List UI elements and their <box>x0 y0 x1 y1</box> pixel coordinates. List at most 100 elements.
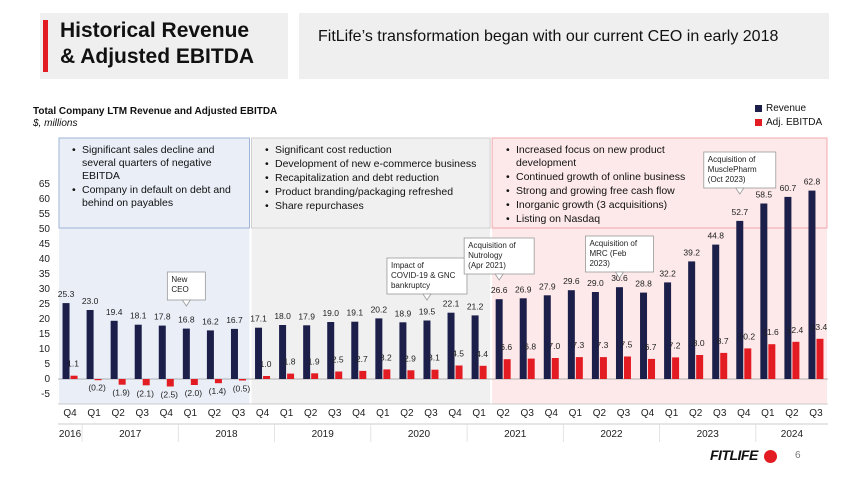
annotation-callout <box>585 235 654 273</box>
revenue-value-label: 20.2 <box>371 304 388 314</box>
ebitda-value-label: 7.3 <box>572 340 584 350</box>
annotation-text: Impact of <box>391 261 425 270</box>
ebitda-value-label: 4.5 <box>452 349 464 359</box>
page-number: 6 <box>795 450 801 461</box>
ebitda-bar <box>263 376 271 379</box>
quarter-tick-label: Q1 <box>472 408 486 419</box>
revenue-value-label: 44.8 <box>707 231 724 241</box>
quarter-tick-label: Q3 <box>809 408 823 419</box>
quarter-tick-label: Q2 <box>689 408 703 419</box>
ebitda-bar <box>623 356 631 379</box>
y-tick-label: 60 <box>39 194 51 205</box>
page-title: Historical Revenue & Adjusted EBITDA <box>60 18 254 70</box>
annotation-text: CEO <box>171 285 188 294</box>
annotation-text: Acquisition of <box>468 241 516 250</box>
quarter-tick-label: Q2 <box>111 408 125 419</box>
revenue-bar <box>206 330 214 379</box>
ebitda-bar <box>455 365 463 379</box>
year-label: 2021 <box>504 429 527 440</box>
annotation-text: (Oct 2023) <box>708 175 746 184</box>
y-tick-label: 20 <box>39 314 51 325</box>
ebitda-bar <box>118 379 126 385</box>
phase1-bullet: Company in default on debt and behind on… <box>72 184 250 210</box>
fitlife-logo: FITLIFE <box>710 447 758 463</box>
phase2-bullet: Recapitalization and debt reduction <box>265 172 493 185</box>
annotation-text: Acquisition of <box>708 155 756 164</box>
quarter-tick-label: Q4 <box>641 408 655 419</box>
revenue-value-label: 17.8 <box>154 312 171 322</box>
phase2-bullets: Significant cost reduction Development o… <box>265 144 493 214</box>
revenue-value-label: 29.0 <box>587 278 604 288</box>
revenue-value-label: 16.8 <box>178 315 195 325</box>
callout-pointer <box>614 271 625 279</box>
revenue-bar <box>640 292 648 379</box>
revenue-bar <box>134 324 142 379</box>
y-tick-label: 30 <box>39 284 51 295</box>
ebitda-bar <box>648 358 656 379</box>
revenue-bar <box>158 325 166 379</box>
revenue-bar <box>519 298 527 379</box>
revenue-value-label: 21.2 <box>467 301 484 311</box>
revenue-value-label: 26.9 <box>515 284 532 294</box>
quarter-tick-label: Q1 <box>184 408 198 419</box>
ebitda-value-label: (0.2) <box>88 383 106 393</box>
revenue-bar <box>327 322 335 379</box>
quarter-tick-label: Q1 <box>87 408 101 419</box>
ebitda-value-label: (2.0) <box>185 388 203 398</box>
year-label: 2019 <box>312 429 335 440</box>
phase2-bullet: Development of new e-commerce business <box>265 158 493 171</box>
ebitda-value-label: 1.1 <box>67 359 79 369</box>
y-tick-label: 0 <box>44 374 50 385</box>
revenue-bar <box>495 299 503 379</box>
quarter-tick-label: Q3 <box>713 408 727 419</box>
ebitda-bar <box>359 370 367 379</box>
chart-legend: Revenue Adj. EBITDA <box>755 102 822 130</box>
ebitda-value-label: 4.4 <box>476 349 488 359</box>
quarter-tick-label: Q4 <box>63 408 77 419</box>
quarter-tick-label: Q4 <box>448 408 462 419</box>
ebitda-bar <box>166 379 174 387</box>
ebitda-bar <box>311 373 319 379</box>
quarter-tick-label: Q4 <box>160 408 174 419</box>
phase2-bullet: Product branding/packaging refreshed <box>265 186 493 199</box>
year-label: 2024 <box>781 429 804 440</box>
revenue-value-label: 27.9 <box>539 281 556 291</box>
quarter-tick-label: Q3 <box>521 408 535 419</box>
revenue-bar <box>688 261 696 379</box>
revenue-value-label: 19.5 <box>419 307 436 317</box>
annotation-text: 2023) <box>589 259 610 268</box>
callout-pointer <box>181 299 192 307</box>
ebitda-bar <box>383 369 391 379</box>
ebitda-bar <box>599 357 607 379</box>
y-tick-label: 65 <box>39 179 51 190</box>
phase2-bullet: Share repurchases <box>265 200 493 213</box>
chart-title: Total Company LTM Revenue and Adjusted E… <box>33 106 278 117</box>
revenue-value-label: 18.0 <box>274 311 291 321</box>
callout-pointer <box>494 273 504 281</box>
logo-badge-icon <box>764 450 777 463</box>
annotation-text: COVID-19 & GNC <box>391 271 456 280</box>
annotation-callout <box>463 237 535 275</box>
revenue-bar <box>375 318 383 379</box>
year-label: 2016 <box>59 429 82 440</box>
quarter-tick-label: Q2 <box>400 408 414 419</box>
revenue-bar <box>712 244 720 379</box>
revenue-bar <box>664 282 672 379</box>
revenue-value-label: 58.5 <box>756 190 773 200</box>
y-tick-label: 40 <box>39 254 51 265</box>
quarter-tick-label: Q2 <box>304 408 318 419</box>
revenue-bar <box>736 220 744 379</box>
ebitda-value-label: (2.5) <box>161 390 179 400</box>
ebitda-value-label: 1.0 <box>260 359 272 369</box>
revenue-value-label: 32.2 <box>659 268 676 278</box>
revenue-value-label: 18.9 <box>395 308 412 318</box>
annotation-text: New <box>171 275 187 284</box>
quarter-tick-label: Q1 <box>569 408 583 419</box>
revenue-value-label: 60.7 <box>780 183 797 193</box>
y-tick-label: 45 <box>39 239 51 250</box>
ebitda-bar <box>575 357 583 379</box>
ebitda-value-label: 8.7 <box>717 336 729 346</box>
y-tick-label: 25 <box>39 299 51 310</box>
revenue-value-label: 19.0 <box>322 308 339 318</box>
ebitda-value-label: 7.2 <box>669 340 681 350</box>
